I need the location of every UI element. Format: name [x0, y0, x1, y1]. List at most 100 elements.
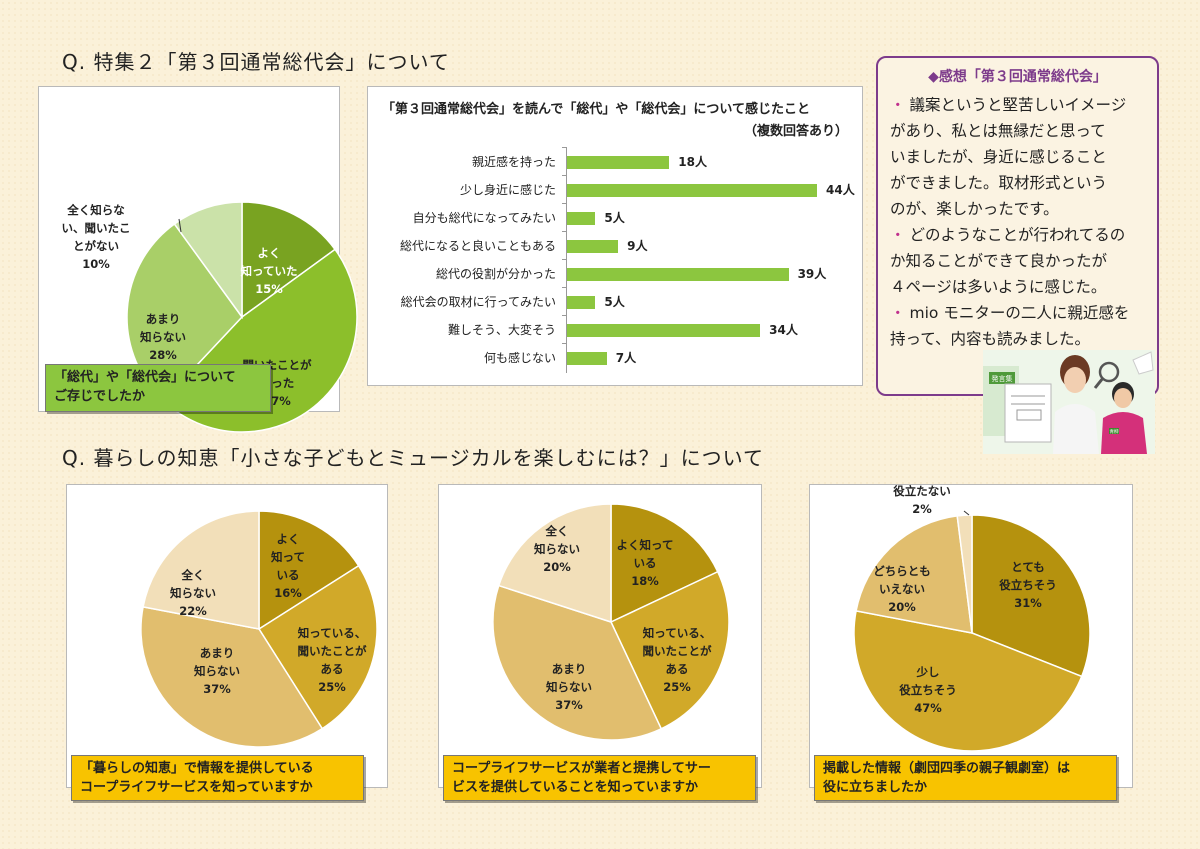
- pie-label-line: 25%: [318, 680, 346, 694]
- chart-caption-4: 掲載した情報（劇団四季の親子観劇室）は 役に立ちましたか: [814, 755, 1117, 801]
- bar: [567, 296, 596, 309]
- photo-illustration: 発言集 青柳: [983, 350, 1155, 454]
- pie-slice: [241, 201, 337, 319]
- pie-slice: [142, 510, 260, 630]
- pie-slice-label: 少し役立ちそう 47%: [899, 665, 957, 715]
- bar: [567, 240, 619, 253]
- bar: [567, 324, 761, 337]
- pie-label-line: 全く知らな: [66, 203, 125, 217]
- pie-slice-label: あまり知らない 37%: [545, 662, 592, 712]
- pie-label-line: 47%: [914, 701, 942, 715]
- impression-text: どのようなことが行われてるの: [909, 226, 1126, 244]
- pie-slice-label: 全く知らない 20%: [533, 524, 580, 574]
- caption-line: 役に立ちましたか: [823, 780, 928, 795]
- pie-slice: [140, 606, 324, 748]
- bar: [567, 184, 817, 197]
- pie-chart-panel-2: よく知っている 16% 知っている、聞いたことがある 25% あまり知らない 37% 全く知…: [66, 484, 388, 788]
- pie-chart-panel-4: とても役立ちそう 31% 少し役立ちそう 47% どちらともいえない 20% 役立たない 2%: [809, 484, 1133, 788]
- pie-label-line: 少し: [916, 665, 940, 679]
- bar-category-label: 総代になると良いこともある: [399, 239, 556, 253]
- pie-label-line: 知っている、: [642, 626, 711, 640]
- bar-axis-tick: [562, 147, 566, 148]
- pie-slice-label: 役立たない 2%: [893, 484, 951, 516]
- pie-label-line: 役立たない: [893, 484, 951, 498]
- pie-chart-3: よく知っている 18%知っている、聞いたことがある 25%あまり知らない 37%全く知…: [492, 503, 730, 741]
- bar-axis-line: [566, 147, 567, 373]
- pie-label-line: 知らない: [139, 330, 186, 344]
- caption-line: 「暮らしの知恵」で情報を提供している: [80, 761, 314, 776]
- pie-slice: [853, 610, 1083, 752]
- bullet-icon: ・: [890, 226, 906, 244]
- impression-text: ４ページは多いように感じた。: [890, 278, 1107, 296]
- pie-slice: [173, 201, 243, 320]
- bar-value-label: 5人: [604, 295, 625, 309]
- pie-chart-4: とても役立ちそう 31%少し役立ちそう 47%どちらともいえない 20%役立たない 2%: [853, 484, 1091, 752]
- impression-text: ができました。取材形式という: [890, 174, 1108, 192]
- photo-sign-text: 発言集: [992, 374, 1013, 383]
- pie-leader-line: [963, 510, 970, 516]
- bar-axis-tick: [562, 175, 566, 176]
- pie-label-line: 18%: [631, 574, 659, 588]
- pie-label-line: ある: [321, 662, 344, 676]
- bar-value-label: 34人: [769, 323, 798, 337]
- pie-slice-label: 全く知らない、聞いたことがない 10%: [62, 203, 131, 271]
- pie-chart-panel-3: よく知っている 18% 知っている、聞いたことがある 25% あまり知らない 37% 全く知…: [438, 484, 762, 788]
- bar-value-label: 9人: [627, 239, 648, 253]
- pie-slice: [257, 564, 378, 730]
- bar-category-label: 難しそう、大変そう: [447, 323, 556, 337]
- pie-label-line: 聞いたことが: [643, 644, 712, 658]
- bar-category-label: 自分も総代になってみたい: [412, 211, 556, 225]
- pie-label-line: 37%: [203, 682, 231, 696]
- pie-slice: [971, 514, 1091, 678]
- pie-slice-label: よく知っている 18%: [617, 538, 674, 588]
- pie-label-line: 10%: [82, 257, 110, 271]
- pie-label-line: よく: [277, 532, 300, 546]
- caption-line: コープライフサービスが業者と提携してサー: [452, 761, 711, 776]
- pie-label-line: 22%: [179, 604, 207, 618]
- impression-text: mio モニターの二人に親近感を: [909, 304, 1130, 322]
- pie-label-line: 知って: [270, 550, 305, 564]
- bar-chart-subtitle: （複数回答あり）: [743, 124, 848, 139]
- bar-value-label: 18人: [678, 155, 707, 169]
- pie-chart-1: よく知っていた 15%聞いたことがあった 47%あまり知らない 28%全く知らない、聞…: [62, 201, 358, 433]
- pie-label-line: 役立ちそう: [999, 578, 1057, 592]
- pie-label-line: 20%: [888, 600, 916, 614]
- pie-leader-line: [178, 218, 182, 233]
- pie-slice-label: よく知っている 16%: [270, 532, 305, 600]
- impression-title: ◆感想「第３回通常総代会」: [928, 69, 1107, 85]
- pie-label-line: とがない: [73, 239, 119, 253]
- pie-slice: [610, 570, 730, 730]
- bullet-icon: ・: [890, 304, 906, 322]
- pie-label-line: 知らない: [193, 664, 240, 678]
- pie-slice-label: どちらともいえない 20%: [873, 564, 931, 614]
- pie-label-line: 知っている、: [297, 626, 366, 640]
- bar-axis-tick: [562, 315, 566, 316]
- bar-axis-tick: [562, 203, 566, 204]
- pie-slice-label: とても役立ちそう 31%: [999, 560, 1057, 610]
- bar-category-label: 総代の役割が分かった: [435, 267, 556, 281]
- pie-label-line: 知らない: [545, 680, 592, 694]
- impression-text: のが、楽しかったです。: [890, 200, 1059, 218]
- chart-caption-1: 「総代」や「総代会」について ご存じでしたか: [45, 364, 271, 412]
- pie-slice-label: 全く知らない 22%: [169, 568, 216, 618]
- chart-caption-2: 「暮らしの知恵」で情報を提供している コープライフサービスを知っていますか: [71, 755, 364, 801]
- pie-slice-label: あまり知らない 37%: [193, 646, 240, 696]
- caption-line: ご存じでしたか: [54, 389, 146, 404]
- chart-caption-3: コープライフサービスが業者と提携してサー ビスを提供していることを知っていますか: [443, 755, 756, 801]
- bar-category-label: 総代会の取材に行ってみたい: [400, 295, 556, 309]
- pie-label-line: 31%: [1014, 596, 1042, 610]
- impression-text: 議案というと堅苦しいイメージ: [909, 96, 1127, 114]
- pie-label-line: 役立ちそう: [899, 683, 957, 697]
- bar-category-label: 少し身近に感じた: [459, 183, 556, 197]
- pie-label-line: 全く: [545, 524, 569, 538]
- bar-value-label: 39人: [797, 267, 827, 281]
- pie-label-line: 知らない: [169, 586, 216, 600]
- caption-line: 「総代」や「総代会」について: [54, 370, 236, 385]
- bar-chart-panel: 「第３回通常総代会」を読んで「総代」や「総代会」について感じたこと （複数回答あ…: [367, 86, 863, 386]
- bar-chart-plot: 親近感を持った 18人 少し身近に感じた 44人 自分も総代になってみたい 5人 総代になる…: [368, 87, 862, 385]
- bar: [567, 212, 596, 225]
- impression-text: 持って、内容も読みました。: [890, 330, 1090, 348]
- pie-label-line: 16%: [274, 586, 302, 600]
- bar-category-label: 親近感を持った: [471, 155, 556, 169]
- pie-label-line: あまり: [200, 646, 235, 660]
